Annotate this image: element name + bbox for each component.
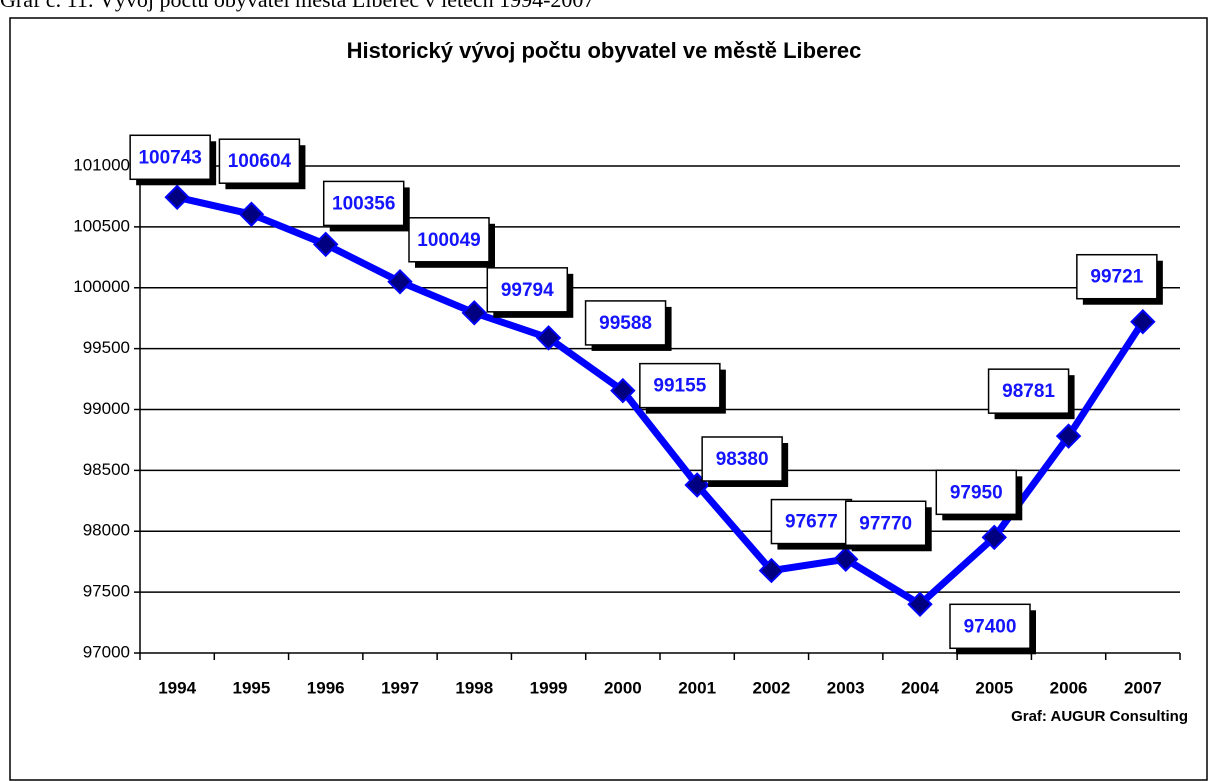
y-tick-label: 98500 [83, 460, 130, 479]
label-box [408, 217, 490, 263]
label-box [935, 469, 1018, 516]
x-tick-label: 2006 [1050, 678, 1088, 697]
marker [312, 231, 339, 258]
y-tick-label: 99500 [83, 338, 130, 357]
marker [535, 325, 562, 351]
x-tick-label: 1998 [455, 678, 493, 697]
data-label: 99794 [501, 280, 554, 301]
y-tick-label: 101000 [73, 155, 130, 174]
data-label: 100604 [228, 151, 292, 172]
data-label: 100049 [417, 230, 480, 251]
x-tick-label: 2005 [975, 678, 1013, 697]
chart-title: Historický vývoj počtu obyvatel ve městě… [347, 38, 862, 63]
label-box [770, 498, 853, 545]
label-box [701, 436, 783, 482]
marker [461, 300, 488, 326]
data-label: 99721 [1090, 267, 1143, 288]
y-tick-label: 100000 [73, 277, 130, 296]
line [176, 193, 1146, 608]
y-tick-label: 100500 [73, 216, 130, 235]
y-tick-label: 97500 [83, 582, 130, 601]
x-tick-label: 1999 [530, 678, 568, 697]
label-box [322, 180, 405, 227]
data-label: 99155 [653, 376, 706, 397]
data-label: 99588 [599, 313, 652, 334]
x-tick-label: 1995 [233, 678, 271, 697]
label-box [639, 362, 721, 409]
label-box [486, 267, 569, 313]
marker [832, 546, 859, 572]
label-box [949, 603, 1031, 650]
label-box [987, 368, 1070, 414]
marker [164, 184, 190, 211]
data-label: 97950 [950, 482, 1003, 503]
marker [1055, 423, 1082, 449]
data-label: 97400 [964, 616, 1017, 637]
data-label: 98781 [1002, 381, 1055, 402]
x-tick-label: 2003 [827, 678, 865, 697]
label-box [129, 134, 211, 181]
data-label: 97677 [785, 512, 838, 533]
y-tick-label: 97000 [83, 642, 130, 661]
x-tick-label: 2007 [1124, 678, 1162, 697]
label-box [844, 500, 927, 547]
label-box [584, 300, 667, 346]
marker [238, 201, 265, 227]
caption: Graf č. 11: Vývoj počtu obyvatel města L… [0, 0, 594, 12]
marker [610, 377, 636, 404]
marker [1130, 308, 1156, 335]
credit: Graf: AUGUR Consulting [1011, 708, 1188, 725]
marker [758, 557, 785, 584]
x-tick-label: 2001 [678, 678, 716, 697]
x-tick-label: 2000 [604, 678, 642, 697]
y-tick-label: 98000 [83, 521, 130, 540]
marker [387, 269, 413, 295]
data-label: 100743 [138, 147, 201, 168]
x-tick-label: 2004 [901, 678, 939, 697]
data-label: 97770 [859, 513, 912, 534]
x-tick-label: 2002 [753, 678, 791, 697]
x-tick-label: 1996 [307, 678, 345, 697]
x-tick-label: 1994 [158, 678, 196, 697]
data-label: 100356 [332, 193, 395, 214]
marker [907, 591, 933, 618]
y-tick-label: 99000 [83, 399, 130, 418]
data-label: 98380 [716, 449, 769, 470]
x-tick-label: 1997 [381, 678, 419, 697]
label-box [1076, 253, 1158, 300]
marker [981, 524, 1008, 551]
label-box [218, 138, 301, 184]
